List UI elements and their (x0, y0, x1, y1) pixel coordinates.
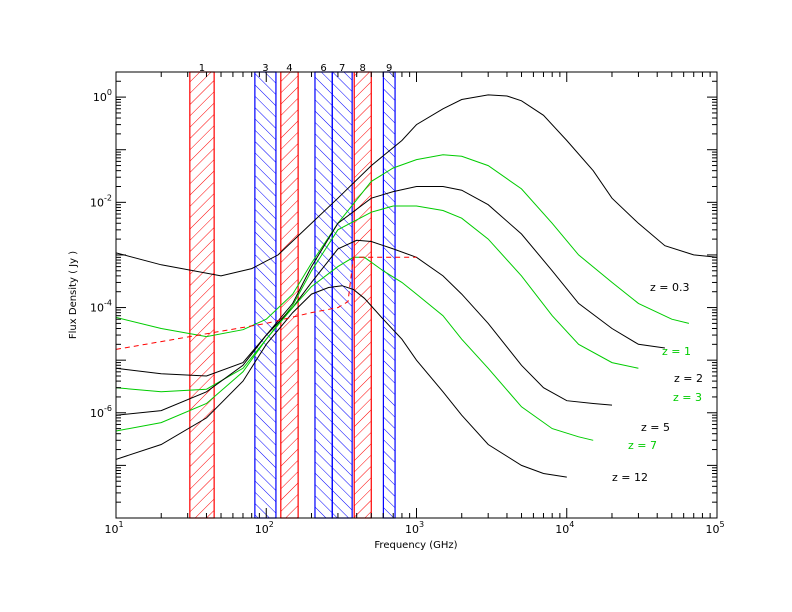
series-line-3 (116, 205, 639, 393)
band-label-6: 6 (320, 63, 326, 74)
band-label-3: 3 (262, 63, 268, 74)
band-label-8: 8 (360, 63, 366, 74)
band-3 (254, 71, 277, 519)
series-label-0: z = 0.3 (650, 281, 689, 294)
series-label-2: z = 2 (674, 372, 703, 385)
series-line-0 (116, 94, 717, 277)
frequency-bands: 1 3 4 6 7 8 9 (189, 63, 396, 519)
band-9 (382, 71, 396, 519)
band-label-1: 1 (199, 63, 205, 74)
series-label-1: z = 1 (662, 345, 691, 358)
y-tick-label: 100 (93, 88, 112, 104)
series-label-3: z = 3 (673, 391, 702, 404)
band-6 (314, 71, 333, 519)
y-axis-label: Flux Density ( Jy ) (68, 251, 79, 339)
x-tick-label: 101 (104, 520, 123, 536)
x-axis-label: Frequency (GHz) (374, 540, 457, 551)
y-tick-label: 10-6 (90, 404, 112, 420)
series-label-5: z = 7 (628, 439, 657, 452)
x-tick-label: 103 (405, 520, 424, 536)
series-label-4: z = 5 (641, 421, 670, 434)
x-tick-label: 104 (555, 520, 574, 536)
series-line-5 (116, 256, 594, 441)
series-label-6: z = 12 (612, 471, 648, 484)
series-line-4 (116, 239, 613, 416)
series-labels: z = 0.3 z = 1 z = 2 z = 3 z = 5 z = 7 z = 12 (612, 281, 703, 484)
x-tick-label: 102 (255, 520, 274, 536)
y-tick-label: 10-2 (90, 193, 112, 209)
y-tick-label: 10-4 (90, 299, 112, 315)
series-line-2 (116, 186, 665, 377)
band-4 (280, 71, 299, 519)
band-label-7: 7 (339, 63, 345, 74)
reference-dashed-line (116, 256, 417, 350)
axis-ticks: 101 102 103 104 105 100 10-2 10-4 10-6 (90, 71, 725, 536)
band-label-4: 4 (286, 63, 292, 74)
series-line-6 (116, 285, 567, 478)
sed-curves (116, 94, 717, 478)
band-1 (189, 71, 215, 519)
band-8 (353, 71, 372, 519)
x-tick-label: 105 (705, 520, 724, 536)
band-label-9: 9 (386, 63, 392, 74)
